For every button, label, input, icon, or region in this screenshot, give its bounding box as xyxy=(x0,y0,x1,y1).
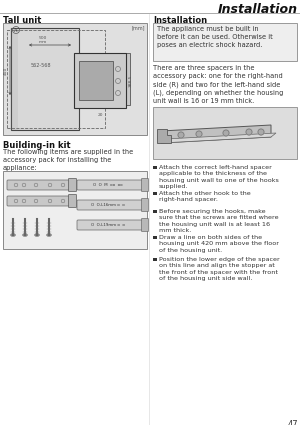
Text: 500
mm: 500 mm xyxy=(39,36,47,44)
FancyBboxPatch shape xyxy=(142,178,148,192)
Bar xyxy=(74,53,126,108)
Text: 562-568: 562-568 xyxy=(31,63,52,68)
Circle shape xyxy=(223,130,229,136)
Text: Attach the other hook to the
right-hand spacer.: Attach the other hook to the right-hand … xyxy=(159,191,251,202)
FancyBboxPatch shape xyxy=(68,195,76,207)
Ellipse shape xyxy=(46,233,52,236)
Bar xyxy=(153,165,157,169)
Polygon shape xyxy=(161,125,271,143)
Text: The following items are supplied in the
accessory pack for installing the
applia: The following items are supplied in the … xyxy=(3,149,133,171)
FancyBboxPatch shape xyxy=(78,53,130,105)
Bar xyxy=(7,30,105,128)
Text: Installation: Installation xyxy=(218,3,298,16)
Polygon shape xyxy=(161,133,276,143)
Circle shape xyxy=(178,132,184,138)
Bar xyxy=(153,107,297,159)
Text: There are three spacers in the
accessory pack: one for the right-hand
side (R) a: There are three spacers in the accessory… xyxy=(153,65,284,104)
Bar xyxy=(153,235,157,239)
Bar xyxy=(3,171,147,249)
FancyBboxPatch shape xyxy=(77,180,144,190)
Bar xyxy=(3,23,147,135)
Text: Tall unit: Tall unit xyxy=(3,16,41,25)
Bar xyxy=(11,28,79,130)
FancyBboxPatch shape xyxy=(142,198,148,212)
FancyBboxPatch shape xyxy=(68,178,76,192)
Circle shape xyxy=(258,129,264,135)
Text: 388.5: 388.5 xyxy=(129,74,133,87)
Circle shape xyxy=(196,131,202,137)
Text: The appliance must be built in
before it can be used. Otherwise it
poses an elec: The appliance must be built in before it… xyxy=(157,26,273,48)
Text: [mm]: [mm] xyxy=(131,25,145,30)
Ellipse shape xyxy=(11,233,16,236)
Text: Attach the correct left-hand spacer
applicable to the thickness of the
housing u: Attach the correct left-hand spacer appl… xyxy=(159,165,279,189)
Bar xyxy=(79,61,113,100)
Text: O  O-L19mm o  o: O O-L19mm o o xyxy=(91,223,124,227)
Text: O  O  M  oo  oo: O O M oo oo xyxy=(93,183,122,187)
Text: 20: 20 xyxy=(97,113,103,117)
Ellipse shape xyxy=(34,233,40,236)
Bar xyxy=(153,192,157,195)
Bar xyxy=(153,23,297,61)
Text: Before securing the hooks, make
sure that the screws are fitted where
the housin: Before securing the hooks, make sure tha… xyxy=(159,209,279,233)
Bar xyxy=(153,210,157,213)
Circle shape xyxy=(246,129,252,135)
Text: Installation: Installation xyxy=(153,16,207,25)
Text: Draw a line on both sides of the
housing unit 420 mm above the floor
of the hous: Draw a line on both sides of the housing… xyxy=(159,235,279,253)
FancyBboxPatch shape xyxy=(142,218,148,232)
Text: 47: 47 xyxy=(287,420,298,425)
FancyBboxPatch shape xyxy=(7,196,71,206)
Bar xyxy=(153,258,157,261)
Text: A: A xyxy=(14,28,18,32)
Text: 450: 450 xyxy=(4,66,8,75)
FancyBboxPatch shape xyxy=(77,200,144,210)
FancyBboxPatch shape xyxy=(77,220,144,230)
Polygon shape xyxy=(157,129,171,143)
Text: Position the lower edge of the spacer
on this line and align the stopper at
the : Position the lower edge of the spacer on… xyxy=(159,257,280,281)
FancyBboxPatch shape xyxy=(7,180,71,190)
Text: O  O-L16mm o  o: O O-L16mm o o xyxy=(91,203,124,207)
Ellipse shape xyxy=(22,233,28,236)
Text: Building-in kit: Building-in kit xyxy=(3,141,70,150)
